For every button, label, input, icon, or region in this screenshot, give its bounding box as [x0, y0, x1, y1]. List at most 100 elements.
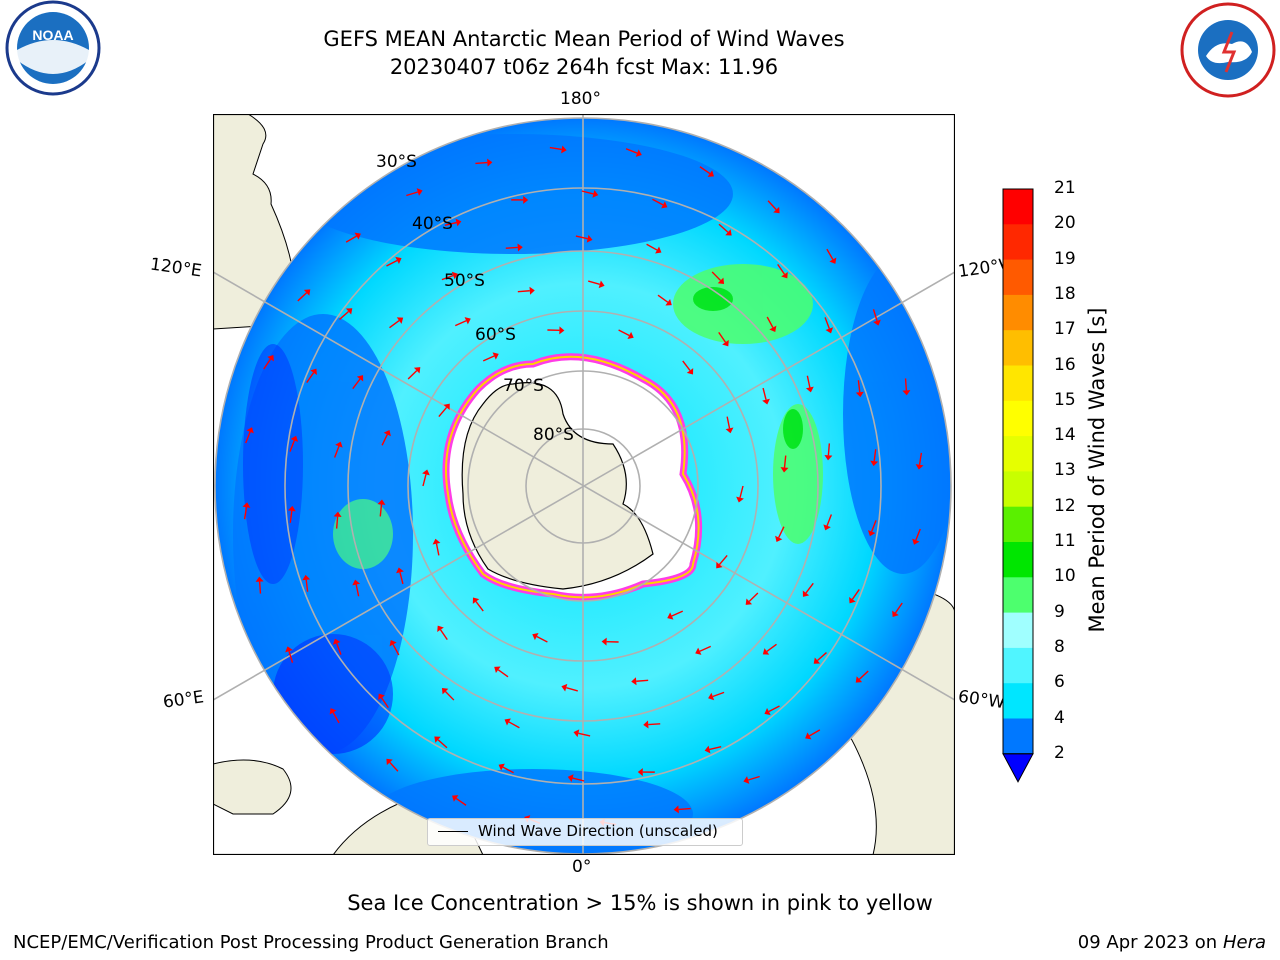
wind-arrow-head [302, 574, 311, 581]
wind-arrow-shaft [739, 485, 744, 498]
wind-arrow-shaft [871, 520, 877, 532]
colorbar-segment [1003, 506, 1033, 543]
colorbar-segment [1003, 577, 1033, 614]
wind-arrow-head [267, 355, 274, 362]
wind-arrow-head [775, 535, 783, 543]
wind-arrow-head [870, 460, 879, 467]
wind-arrow-shaft [768, 705, 780, 713]
wind-arrow-head [665, 298, 672, 306]
wind-arrow-shaft [816, 652, 827, 662]
colorbar-tick-label: 15 [1054, 389, 1076, 410]
wind-arrow-head [464, 317, 471, 325]
wind-arrow-head [498, 763, 505, 771]
colorbar-tick-label: 21 [1054, 178, 1076, 198]
colorbar-tick-label: 17 [1054, 319, 1076, 340]
wind-arrow-head [455, 218, 462, 227]
wind-arrow-head [655, 246, 662, 254]
wind-arrow-head [416, 188, 423, 196]
colorbar-segment [1003, 612, 1033, 649]
wind-arrow-head [829, 257, 837, 264]
wind-arrow-shaft [379, 504, 383, 517]
wind-arrow-head [354, 232, 361, 240]
wind-arrow-head [773, 206, 780, 214]
wind-arrow-shaft [778, 526, 785, 538]
wind-arrow-head [661, 201, 668, 209]
wind-arrow-head [413, 367, 421, 374]
wind-arrow-shaft [482, 355, 495, 362]
wind-arrow-shaft [805, 582, 814, 594]
wind-arrow-shaft [497, 669, 509, 678]
wind-arrow-head [443, 403, 450, 410]
wind-arrow-head [356, 375, 364, 382]
wind-arrow-head [725, 427, 734, 434]
wind-arrow-head [517, 243, 523, 252]
wind-arrow-head [303, 289, 311, 296]
wind-arrow-shaft [502, 766, 514, 774]
wind-arrow-head [529, 286, 535, 295]
wind-arrow-shaft [245, 431, 251, 444]
wind-arrow-shaft [306, 372, 315, 383]
wind-arrow-head [762, 398, 770, 405]
wind-arrow-head [635, 149, 642, 157]
lat-label-40s: 40°S [412, 214, 453, 234]
wind-arrow-head [915, 464, 924, 470]
wind-arrow-head [725, 229, 732, 236]
wind-arrow-shaft [748, 592, 759, 602]
lon-label-180: 180° [560, 89, 601, 109]
wind-arrow-shaft [718, 554, 728, 566]
wind-arrow-head [722, 340, 729, 347]
colorbar-tick-label: 18 [1054, 283, 1076, 304]
wind-arrow-head [452, 795, 459, 802]
wind-arrow-shaft [441, 274, 454, 281]
wind-arrow-shaft [625, 148, 638, 154]
wind-arrow-shaft [407, 370, 418, 380]
wind-arrow-shaft [336, 643, 342, 655]
wind-arrow-head [769, 325, 777, 332]
lat-label-80s: 80°S [533, 425, 574, 445]
colorbar-tick-label: 12 [1054, 495, 1076, 516]
wind-arrow-shaft [857, 380, 861, 393]
wind-arrow-head [559, 326, 565, 335]
wind-arrow-head [631, 677, 637, 686]
wind-arrow-head [573, 729, 580, 738]
wind-arrow-head [333, 511, 342, 517]
wind-arrow-shaft [381, 434, 388, 446]
colorbar-tick-label: 2 [1054, 742, 1065, 763]
wind-arrow-head [523, 195, 529, 204]
wind-arrow-head [601, 637, 607, 646]
wind-arrow-shaft [536, 635, 548, 643]
wind-arrow-shaft [305, 579, 309, 592]
wind-arrow-shaft [827, 443, 831, 456]
colorbar-tick-label: 20 [1054, 213, 1076, 234]
wind-arrow-head [824, 455, 833, 461]
wind-arrow-shaft [826, 514, 833, 526]
wind-arrow-head [695, 647, 702, 655]
wind-arrow-shaft [339, 310, 350, 320]
wind-arrow-shaft [578, 732, 591, 737]
wind-arrow-head [598, 280, 605, 289]
wind-arrow-shaft [289, 510, 293, 523]
wind-arrow-shaft [588, 280, 600, 286]
wind-arrow-head [686, 368, 694, 375]
wind-arrow-head [892, 610, 899, 617]
wind-arrow-shaft [505, 246, 518, 249]
colorbar-segment [1003, 189, 1033, 225]
wind-arrow-head [802, 590, 810, 597]
lon-label-60w: 60°W [956, 686, 1007, 714]
colorbar-tick-label: 13 [1054, 460, 1076, 481]
wind-arrow-shaft [289, 440, 295, 452]
noaa-logo-text: NOAA [32, 27, 73, 43]
wind-arrow-shaft [618, 329, 630, 337]
colorbar-tick-label: 19 [1054, 248, 1076, 269]
lat-label-30s: 30°S [376, 152, 417, 172]
colorbar-tick-label: 10 [1054, 566, 1076, 587]
wind-arrow-head [504, 718, 511, 726]
wind-arrow-head [707, 170, 714, 177]
wind-arrow-head [345, 308, 353, 315]
legend-text: Wind Wave Direction (unscaled) [478, 822, 718, 840]
wind-arrow-head [643, 720, 649, 729]
wind-arrow-shaft [297, 292, 308, 302]
wind-arrow-head [389, 640, 397, 647]
wind-arrow-head [255, 576, 264, 582]
wind-arrow-head [532, 632, 539, 641]
